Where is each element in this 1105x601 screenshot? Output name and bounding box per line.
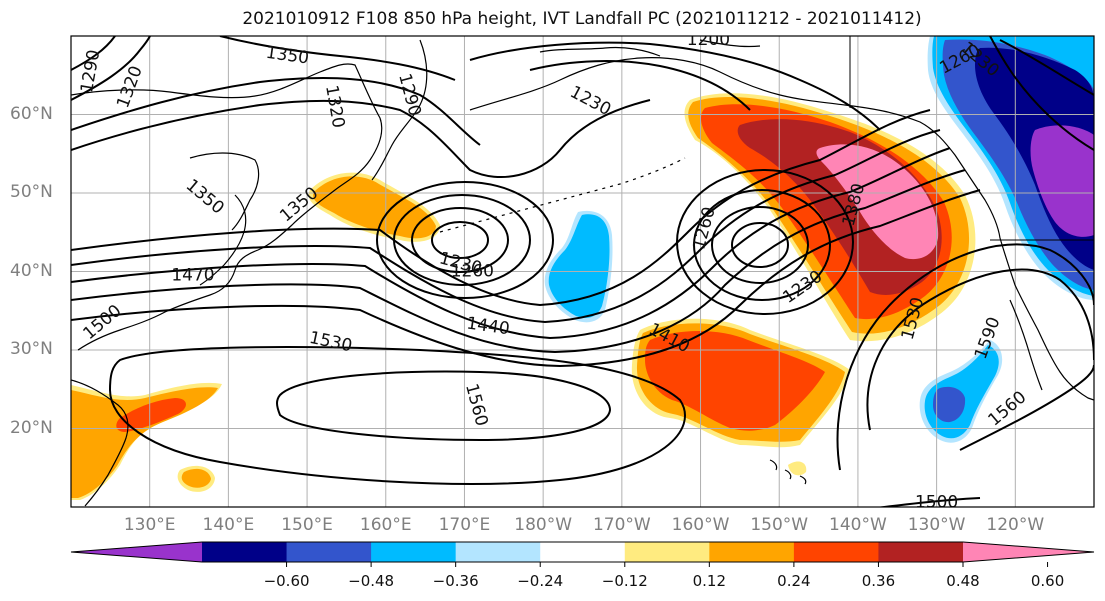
height-contour — [71, 36, 116, 71]
colorbar-segment — [540, 542, 626, 562]
height-contour-low-east — [711, 206, 809, 284]
longitude-label: 170°W — [592, 515, 651, 535]
height-contour-label: 1470 — [171, 265, 214, 285]
coastline-north-america — [999, 237, 1094, 401]
height-contour-low-west — [411, 207, 509, 273]
height-contour — [999, 39, 1094, 96]
height-contour-ridge — [866, 268, 1094, 431]
height-contour — [71, 77, 481, 146]
colorbar-tick-label: −0.36 — [432, 572, 479, 590]
longitude-label: 170°E — [438, 515, 491, 535]
colorbar-tick-label: 0.48 — [946, 572, 980, 590]
ivt-fill-mid-positive — [181, 468, 211, 488]
colorbar-segment — [286, 542, 372, 562]
height-contour-label: 1500 — [915, 492, 958, 512]
coastline-asia — [71, 63, 383, 351]
height-contour — [989, 36, 1094, 151]
coastlines — [71, 36, 1094, 507]
longitude-label: 160°W — [671, 515, 730, 535]
ivt-fill-high-positive — [645, 331, 825, 431]
map-gridlines — [71, 36, 1094, 507]
colorbar-segment — [371, 542, 457, 562]
colorbar-outline — [70, 541, 1095, 563]
height-contour-ridge — [959, 364, 1094, 451]
height-contour — [219, 36, 456, 81]
coastline-okhotsk — [189, 152, 260, 231]
longitude-label: 180°W — [514, 515, 573, 535]
coastline-arctic — [539, 39, 761, 57]
colorbar-segment — [709, 542, 795, 562]
colorbar-segment — [878, 542, 964, 562]
colorbar-tick-label: −0.24 — [517, 572, 564, 590]
longitude-label: 150°E — [281, 515, 333, 535]
colorbar-tick-label: 0.60 — [1030, 572, 1065, 590]
colorbar-segment — [202, 542, 288, 562]
height-contours — [71, 36, 1094, 507]
longitude-label: 120°W — [986, 515, 1045, 535]
map-frame — [70, 35, 1095, 508]
longitude-label: 140°W — [829, 515, 887, 535]
colorbar-tick-label: −0.48 — [348, 572, 395, 590]
coastline-japan — [199, 194, 247, 286]
height-contour — [71, 109, 931, 307]
height-contour — [876, 497, 981, 507]
map-title: 2021010912 F108 850 hPa height, IVT Land… — [242, 9, 922, 29]
latitude-label: 40°N — [10, 260, 53, 281]
colorbar-tick-label: 0.36 — [861, 572, 896, 590]
longitude-label: 150°W — [750, 515, 809, 535]
height-contour-low-west — [376, 181, 554, 299]
colorbar-tick-label: 0.24 — [777, 572, 811, 590]
height-contour — [529, 60, 751, 111]
ivt-positive-fill — [71, 93, 976, 500]
latitude-label: 30°N — [10, 339, 53, 359]
colorbar-segment — [624, 542, 710, 562]
height-contour — [71, 129, 941, 324]
height-contour — [71, 99, 651, 178]
latitude-label: 20°N — [10, 417, 53, 438]
coastline-alaska — [469, 57, 1001, 239]
colorbar-extend-low — [71, 542, 202, 562]
ivt-fill-highest-positive — [816, 144, 939, 260]
height-contour-low-west — [431, 221, 489, 259]
ivt-fill-mid-positive — [313, 176, 436, 239]
longitude-label: 130°W — [907, 515, 966, 535]
height-contour — [71, 36, 151, 101]
ivt-negative-fill — [544, 36, 1094, 443]
latitude-label: 60°N — [10, 103, 53, 124]
latitude-label: 50°N — [10, 182, 53, 202]
colorbar-extend-high — [963, 542, 1094, 562]
height-contour-label: 1200 — [687, 30, 730, 50]
colorbar — [70, 541, 1095, 567]
longitude-label: 160°E — [359, 515, 412, 535]
height-contour-low-east — [693, 189, 831, 301]
height-contour — [469, 41, 881, 131]
longitude-label: 130°E — [123, 515, 176, 535]
height-contour — [71, 147, 951, 340]
colorbar-tick-label: −0.12 — [601, 572, 648, 590]
height-contour-high — [276, 370, 612, 442]
ivt-fill-high-positive — [116, 398, 186, 432]
colorbar-tick-label: −0.60 — [263, 572, 310, 590]
ivt-fill-low-positive — [788, 461, 807, 476]
height-contour-ridge — [836, 243, 1094, 471]
coastline-baja — [1009, 299, 1043, 391]
ivt-fill-strongest-negative — [1030, 125, 1094, 237]
colorbar-segment — [455, 542, 541, 562]
colorbar-tick-label: 0.12 — [692, 572, 727, 590]
ivt-fill-negative — [933, 386, 966, 423]
height-contour — [71, 189, 981, 368]
height-contour-label: 1260 — [451, 262, 494, 282]
ivt-fill-mid-positive — [71, 387, 218, 498]
coastline-hawaii — [769, 459, 807, 485]
height-contour — [71, 169, 966, 354]
longitude-label: 140°E — [202, 515, 255, 535]
coastline-se-asia — [71, 379, 129, 507]
height-contour-low-east — [731, 222, 789, 268]
ivt-fill-mid-negative — [548, 214, 610, 318]
colorbar-segment — [793, 542, 879, 562]
height-contour-high — [108, 346, 686, 485]
